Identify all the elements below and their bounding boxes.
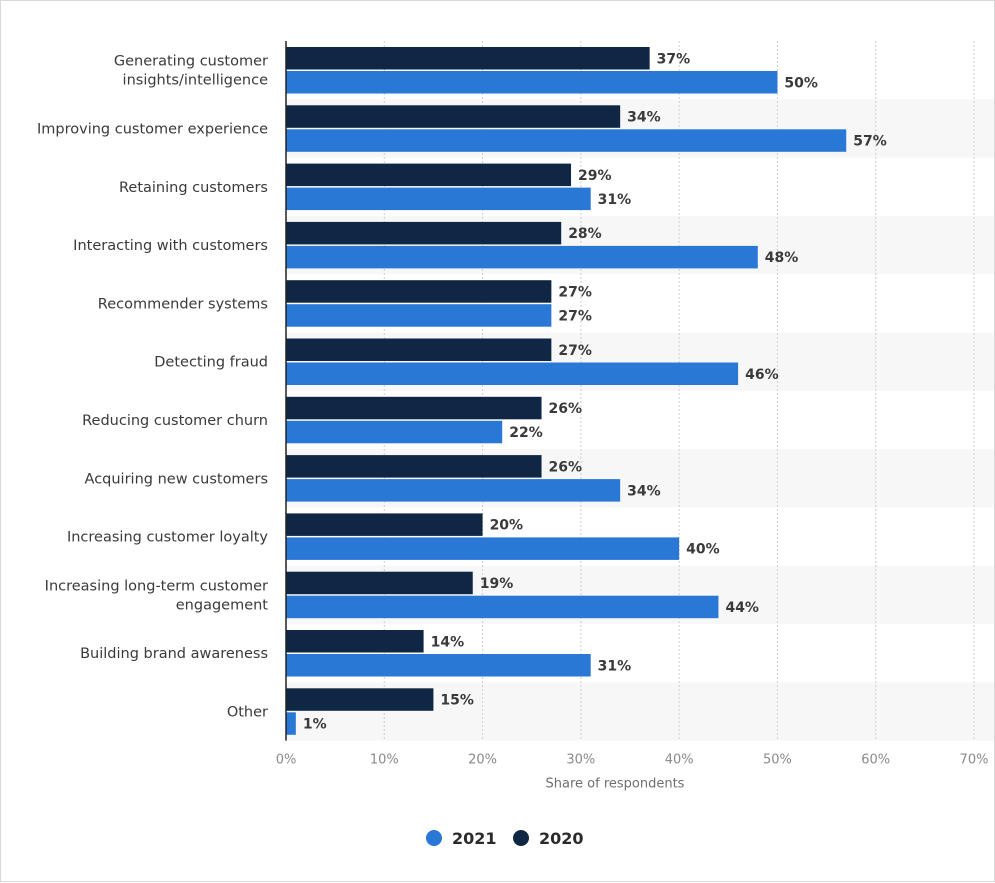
- data-label-2021: 50%: [784, 75, 818, 91]
- legend-label-2020: 2020: [539, 829, 584, 848]
- category-label: Retaining customers: [119, 180, 268, 196]
- category-label: Interacting with customers: [73, 238, 268, 254]
- bar-2020: [286, 105, 621, 128]
- category-label: insights/intelligence: [123, 73, 269, 89]
- data-label-2020: 14%: [431, 634, 465, 650]
- legend-marker-2021: [426, 830, 442, 846]
- bar-2021: [286, 654, 591, 677]
- legend-marker-2020: [513, 830, 529, 846]
- data-label-2020: 27%: [558, 284, 592, 300]
- data-label-2021: 22%: [509, 425, 543, 441]
- bar-2020: [286, 455, 542, 478]
- bar-2020: [286, 163, 572, 187]
- data-label-2021: 27%: [558, 308, 592, 324]
- bar-2020: [286, 688, 434, 711]
- data-label-2021: 46%: [745, 367, 779, 383]
- category-label: Other: [227, 704, 268, 720]
- category-label: Recommender systems: [98, 296, 268, 312]
- bar-2021: [286, 712, 296, 735]
- category-label: Increasing long-term customer: [45, 578, 268, 594]
- data-label-2020: 29%: [578, 168, 612, 184]
- bar-2020: [286, 513, 483, 536]
- data-label-2020: 34%: [627, 110, 661, 126]
- category-label: engagement: [176, 597, 269, 613]
- bar-2021: [286, 187, 591, 211]
- data-label-2021: 31%: [598, 192, 632, 208]
- data-label-2020: 26%: [549, 401, 583, 417]
- data-label-2021: 48%: [765, 250, 799, 266]
- category-label: Detecting fraud: [154, 355, 268, 371]
- bar-2021: [286, 420, 503, 444]
- bar-2021: [286, 537, 680, 560]
- x-tick-label: 20%: [468, 753, 497, 768]
- data-label-2020: 27%: [558, 343, 592, 359]
- category-label: Generating customer: [114, 54, 268, 70]
- x-tick-label: 0%: [276, 753, 297, 768]
- bar-2021: [286, 71, 778, 94]
- bar-2021: [286, 304, 552, 327]
- data-label-2021: 44%: [725, 600, 759, 616]
- data-label-2020: 19%: [480, 576, 514, 592]
- data-label-2021: 40%: [686, 542, 720, 558]
- legend-label-2021: 2021: [452, 829, 497, 848]
- bar-2020: [286, 221, 562, 245]
- category-label: Improving customer experience: [37, 121, 268, 137]
- bar-2020: [286, 630, 424, 653]
- bar-2021: [286, 129, 847, 152]
- bar-2020: [286, 47, 650, 70]
- bar-2021: [286, 245, 758, 269]
- bar-2020: [286, 396, 542, 420]
- data-label-2020: 15%: [440, 693, 474, 709]
- x-tick-label: 10%: [370, 753, 399, 768]
- bar-2021: [286, 595, 719, 619]
- data-label-2021: 34%: [627, 483, 661, 499]
- data-label-2021: 31%: [598, 658, 632, 674]
- x-axis-title: Share of respondents: [546, 777, 685, 792]
- data-label-2021: 1%: [303, 717, 327, 733]
- x-tick-label: 60%: [861, 753, 890, 768]
- bar-2020: [286, 338, 552, 361]
- category-label: Acquiring new customers: [85, 471, 268, 487]
- data-label-2020: 26%: [549, 459, 583, 475]
- data-label-2021: 57%: [853, 134, 887, 150]
- data-label-2020: 37%: [657, 51, 691, 67]
- bar-2020: [286, 571, 473, 595]
- category-label: Building brand awareness: [80, 646, 268, 662]
- bar-2021: [286, 479, 621, 502]
- bar-2020: [286, 280, 552, 303]
- category-label: Increasing customer loyalty: [67, 530, 268, 546]
- x-tick-label: 30%: [566, 753, 595, 768]
- data-label-2020: 20%: [490, 518, 524, 534]
- bar-2021: [286, 362, 739, 385]
- x-tick-label: 50%: [763, 753, 792, 768]
- x-tick-label: 70%: [960, 753, 989, 768]
- category-label: Reducing customer churn: [82, 413, 268, 429]
- x-tick-label: 40%: [665, 753, 694, 768]
- data-label-2020: 28%: [568, 226, 602, 242]
